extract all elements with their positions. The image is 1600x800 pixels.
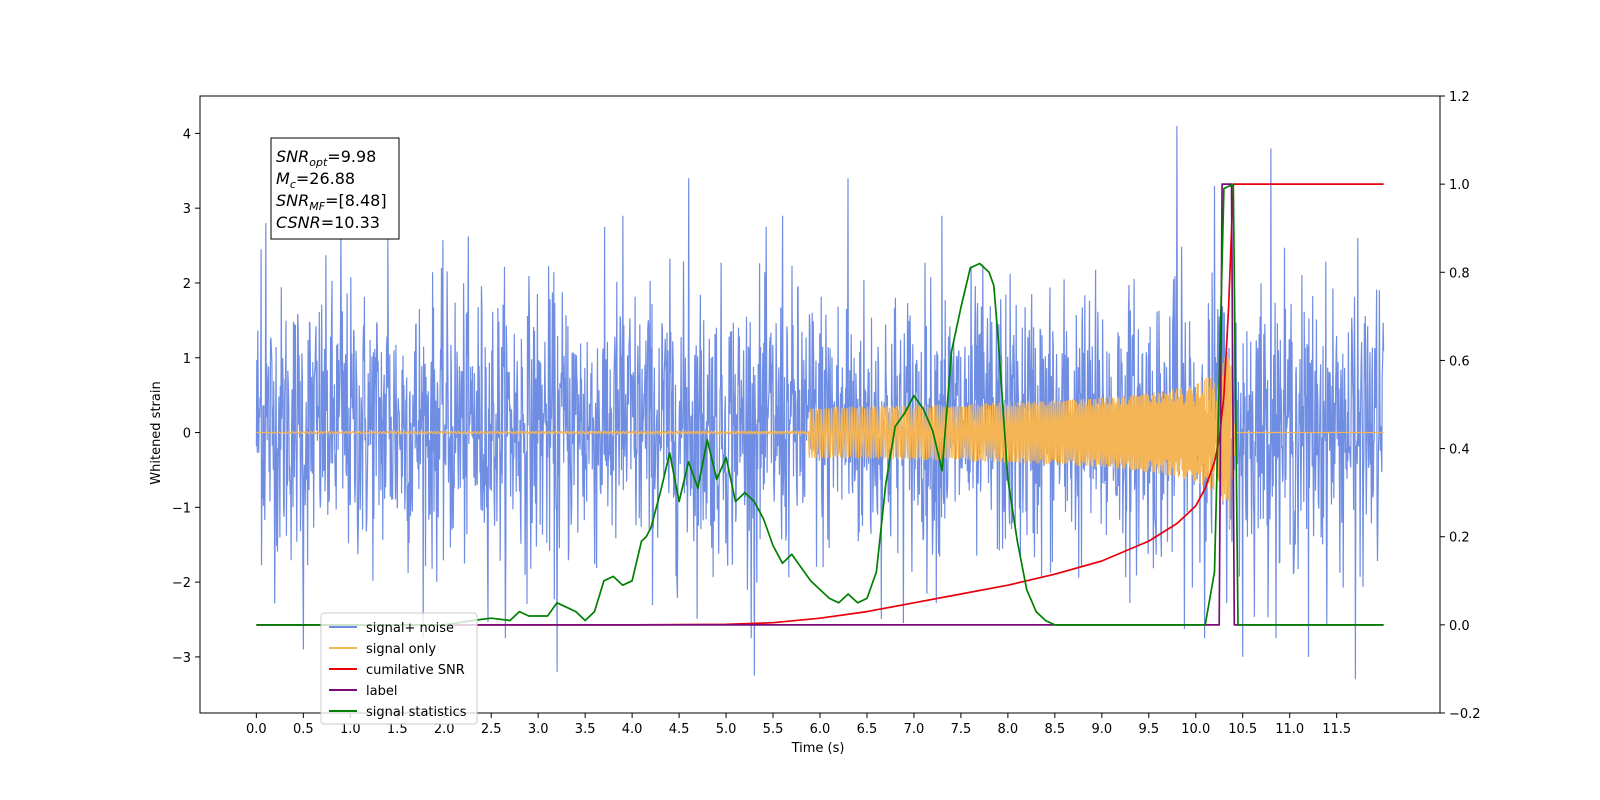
legend-entry-label: cumilative SNR	[366, 663, 465, 678]
legend-entry-label: signal+ noise	[366, 621, 454, 636]
x-tick-label: 10.5	[1228, 722, 1257, 737]
annotation-line: Mc=26.88	[276, 169, 355, 191]
x-tick-label: 4.5	[669, 722, 690, 737]
x-tick-label: 1.0	[340, 722, 361, 737]
y-right-tick-label: 1.2	[1449, 90, 1470, 105]
x-tick-label: 5.0	[716, 722, 737, 737]
y-axis-right-ticks: 1.2 1.0 0.8 0.6 0.4 0.2 0.0 −0.2	[1440, 90, 1481, 722]
x-tick-label: 10.0	[1181, 722, 1210, 737]
y-axis-left-ticks: 4 3 2 1 0 −1 −2 −3	[172, 127, 200, 666]
legend-entry-label: signal statistics	[366, 705, 467, 720]
annotation-line: SNRMF=[8.48]	[276, 191, 387, 213]
x-tick-label: 9.0	[1091, 722, 1112, 737]
x-axis-label: Time (s)	[791, 741, 845, 756]
x-tick-label: 9.5	[1138, 722, 1159, 737]
legend-entry-label: signal only	[366, 642, 436, 657]
y-left-tick-label: −1	[172, 501, 191, 516]
x-tick-label: 3.0	[528, 722, 549, 737]
x-tick-label: 0.0	[246, 722, 267, 737]
annotation-frame	[270, 137, 400, 240]
y-left-tick-label: 1	[183, 352, 191, 367]
y-right-tick-label: 0.6	[1449, 354, 1470, 369]
x-tick-label: 11.0	[1275, 722, 1304, 737]
x-tick-label: 8.5	[1045, 722, 1066, 737]
x-tick-label: 2.5	[481, 722, 502, 737]
y-right-tick-label: 1.0	[1449, 178, 1470, 193]
legend-entry-label: label	[366, 684, 397, 699]
x-tick-label: 7.0	[904, 722, 925, 737]
y-right-tick-label: −0.2	[1449, 707, 1481, 722]
legend: signal+ noise signal only cumilative SNR la…	[320, 612, 478, 725]
y-left-tick-label: 3	[183, 202, 191, 217]
x-tick-label: 1.5	[387, 722, 408, 737]
y-right-tick-label: 0.2	[1449, 531, 1470, 546]
x-tick-label: 11.5	[1322, 722, 1351, 737]
y-left-tick-label: −2	[172, 576, 191, 591]
x-tick-label: 2.0	[434, 722, 455, 737]
x-tick-label: 8.0	[998, 722, 1019, 737]
legend-frame	[320, 612, 478, 725]
series-layer	[255, 125, 1385, 680]
series-signal-statistics-line	[256, 183, 1384, 626]
annotation-line: CSNR=10.33	[276, 213, 380, 232]
y-right-tick-label: 0.0	[1449, 619, 1470, 634]
y-right-tick-label: 0.8	[1449, 266, 1470, 281]
x-axis-ticks: 0.0 0.5 1.0 1.5 2.0 2.5 3.0 3.5 4.0 4.5 5.0 5.5 6.0 6…	[246, 713, 1351, 737]
series-signal-only-line	[256, 351, 1384, 527]
x-tick-label: 6.0	[810, 722, 831, 737]
x-tick-label: 6.5	[857, 722, 878, 737]
annotation-box: SNRopt=9.98Mc=26.88SNRMF=[8.48]CSNR=10.3…	[270, 137, 400, 240]
y-axis-left-label: Whitened strain	[149, 381, 164, 484]
x-tick-label: 5.5	[763, 722, 784, 737]
x-tick-label: 7.5	[951, 722, 972, 737]
y-right-tick-label: 0.4	[1449, 443, 1470, 458]
x-tick-label: 3.5	[575, 722, 596, 737]
y-left-tick-label: 2	[183, 277, 191, 292]
series-cumulative-snr-line	[256, 183, 1384, 626]
y-left-tick-label: 0	[183, 427, 191, 442]
y-left-tick-label: 4	[183, 127, 191, 142]
annotation-line: SNRopt=9.98	[276, 147, 376, 169]
x-tick-label: 0.5	[293, 722, 314, 737]
x-tick-label: 4.0	[622, 722, 643, 737]
y-left-tick-label: −3	[172, 651, 191, 666]
